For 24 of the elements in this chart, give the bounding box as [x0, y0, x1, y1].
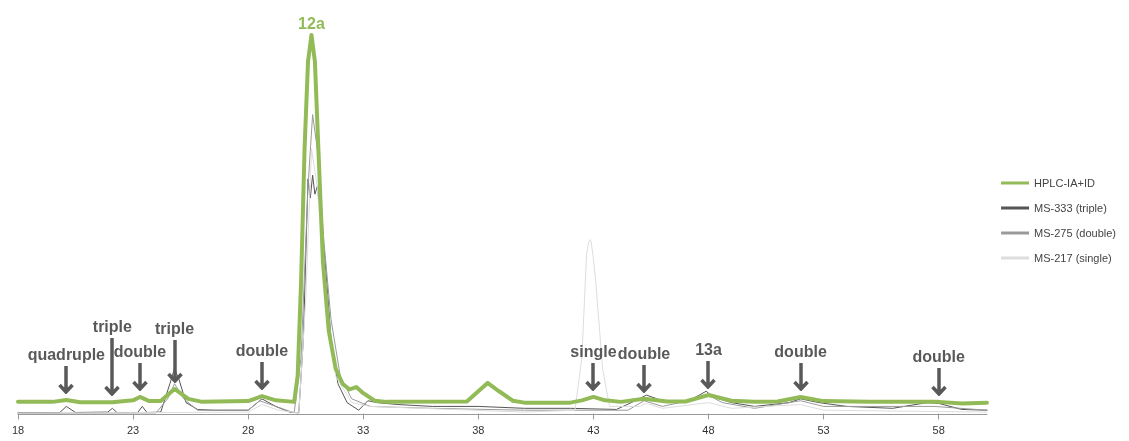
legend-label: HPLC-IA+ID: [1034, 177, 1095, 189]
annotation: double: [912, 347, 965, 366]
annotation: single: [570, 342, 617, 361]
x-tick-label: 33: [357, 423, 370, 436]
annotation: double: [774, 342, 827, 361]
x-tick-label: 48: [702, 423, 715, 436]
annotation: double: [235, 342, 289, 361]
x-tick-label: 58: [932, 423, 945, 436]
x-tick-label: 53: [817, 423, 830, 436]
legend-label: MS-217 (single): [1034, 252, 1112, 264]
annotation: double: [113, 342, 167, 361]
annotation: triple: [92, 318, 132, 337]
x-tick-label: 28: [242, 423, 255, 436]
annotation: quadruple: [27, 345, 105, 364]
x-tick-label: 23: [126, 423, 140, 436]
x-tick-label: 43: [587, 423, 600, 436]
annotation: double: [617, 344, 671, 363]
legend-label: MS-333 (triple): [1034, 202, 1107, 214]
legend-label: MS-275 (double): [1034, 227, 1117, 239]
annotation: 12a: [298, 15, 325, 33]
x-tick-label: 38: [472, 423, 485, 436]
x-tick-label: 18: [11, 423, 25, 436]
annotation: 13a: [695, 341, 722, 360]
annotation: triple: [154, 319, 195, 338]
